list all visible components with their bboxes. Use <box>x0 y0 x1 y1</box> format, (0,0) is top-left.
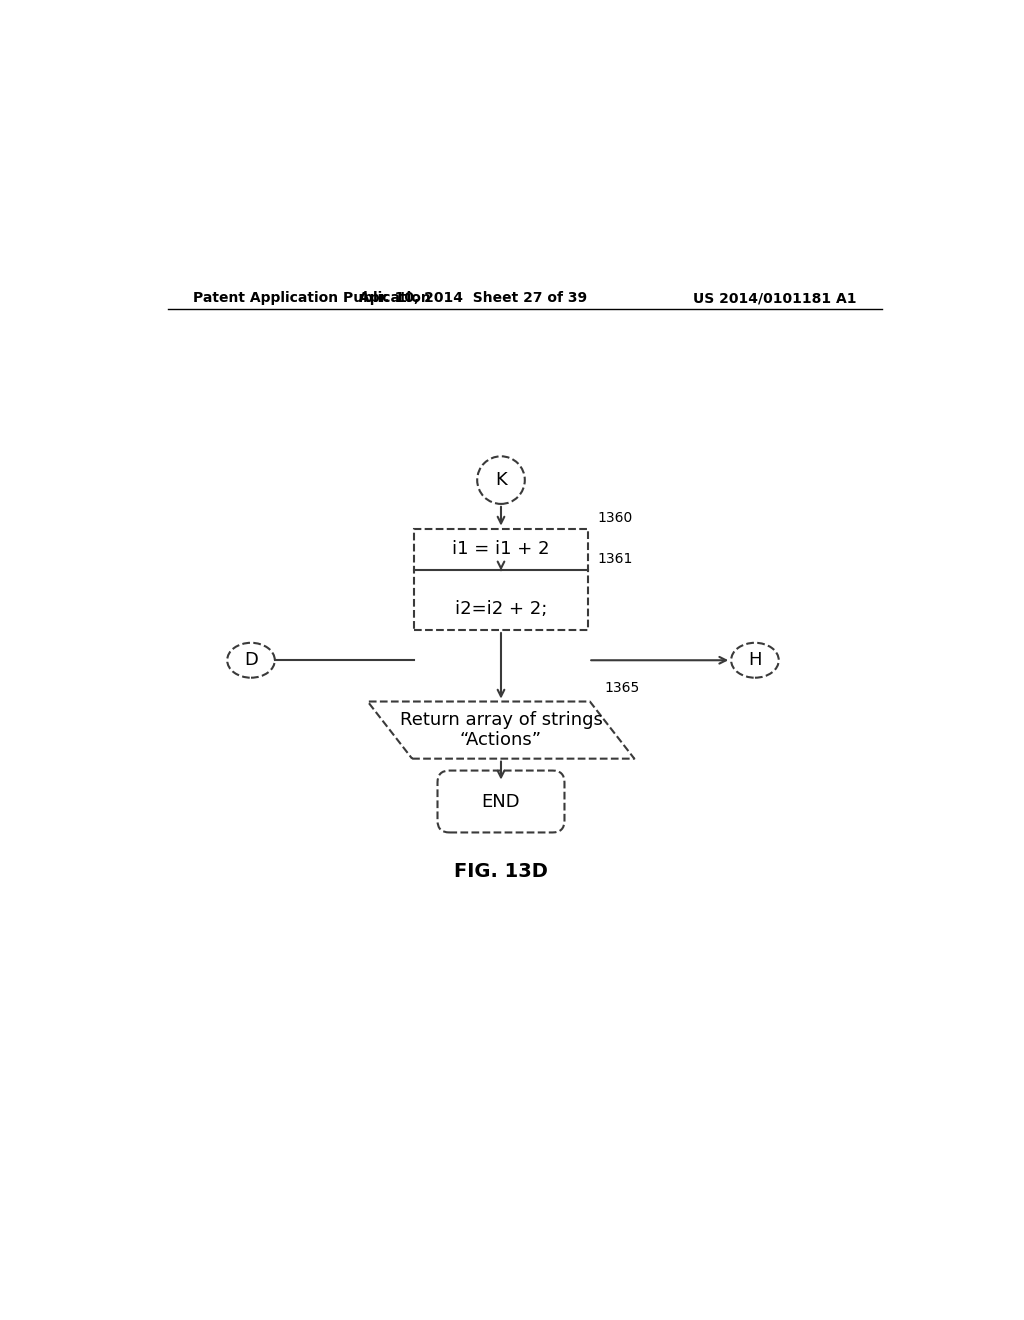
Text: FIG. 13D: FIG. 13D <box>454 862 548 880</box>
Text: H: H <box>749 651 762 669</box>
Text: US 2014/0101181 A1: US 2014/0101181 A1 <box>693 292 856 305</box>
Text: END: END <box>481 792 520 810</box>
Text: 1360: 1360 <box>598 511 633 524</box>
Text: Return array of strings
“Actions”: Return array of strings “Actions” <box>399 710 602 750</box>
Bar <box>414 528 588 630</box>
Text: 1365: 1365 <box>604 681 639 696</box>
Text: K: K <box>496 471 507 490</box>
Text: i1 = i1 + 2: i1 = i1 + 2 <box>453 540 550 558</box>
Text: i2=i2 + 2;: i2=i2 + 2; <box>455 601 547 619</box>
Text: 1361: 1361 <box>598 552 633 566</box>
Text: Patent Application Publication: Patent Application Publication <box>194 292 431 305</box>
Text: Apr. 10, 2014  Sheet 27 of 39: Apr. 10, 2014 Sheet 27 of 39 <box>359 292 588 305</box>
Text: D: D <box>244 651 258 669</box>
